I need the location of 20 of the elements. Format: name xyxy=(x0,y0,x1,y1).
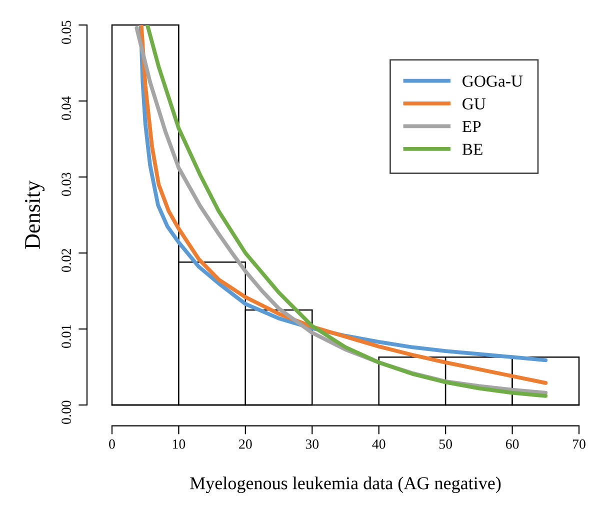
x-tick-label: 50 xyxy=(439,439,452,449)
x-axis-title: Myelogenous leukemia data (AG negative) xyxy=(190,476,501,494)
x-tick-label: 20 xyxy=(239,439,252,449)
y-tick-label: 0.04 xyxy=(62,96,72,120)
legend-label: EP xyxy=(462,121,481,132)
y-tick-label: 0.01 xyxy=(62,325,72,348)
legend-label: GOGa-U xyxy=(462,76,523,87)
y-tick-label: 0.00 xyxy=(62,400,72,424)
legend-label: GU xyxy=(462,98,486,110)
x-tick-label: 0 xyxy=(109,439,115,449)
y-tick-label: 0.03 xyxy=(62,172,72,196)
legend-label: BE xyxy=(462,144,482,155)
y-tick-label: 0.02 xyxy=(62,248,72,272)
x-tick-label: 60 xyxy=(506,439,519,449)
x-tick-label: 30 xyxy=(306,439,319,449)
x-tick-label: 70 xyxy=(572,439,586,449)
y-tick-label: 0.05 xyxy=(62,20,72,44)
x-tick-label: 10 xyxy=(172,439,186,449)
y-axis-title: Density xyxy=(25,180,45,249)
x-tick-label: 40 xyxy=(372,439,386,449)
